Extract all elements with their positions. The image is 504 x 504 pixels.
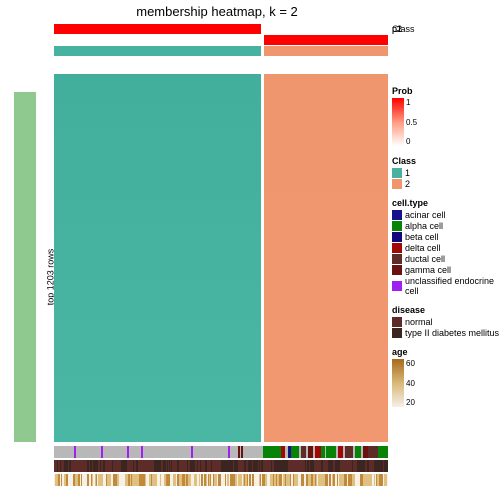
legend-disease-title: disease xyxy=(392,305,500,315)
disease-bar: disease xyxy=(54,460,388,472)
legend-item-delta: delta cell xyxy=(392,243,500,253)
class-bar: Class xyxy=(54,46,388,56)
prob-tick-05: 0.5 xyxy=(406,118,417,127)
celltype-bar: cell.type xyxy=(54,446,388,458)
p1-bar: p1 xyxy=(54,24,388,34)
legend-item-class2: 2 xyxy=(392,179,500,189)
legend-class: Class 12 xyxy=(392,156,500,190)
age-tick-20: 20 xyxy=(406,398,415,407)
class-bar-label: Class xyxy=(392,24,438,34)
legend-disease: disease normaltype II diabetes mellitus xyxy=(392,305,500,339)
age-tick-40: 40 xyxy=(406,379,415,388)
age-tick-60: 60 xyxy=(406,359,415,368)
legend-celltype: cell.type acinar cellalpha cellbeta cell… xyxy=(392,198,500,297)
legend-item-acinar: acinar cell xyxy=(392,210,500,220)
main-heatmap xyxy=(54,74,388,442)
legend-age: age 60 40 20 xyxy=(392,347,500,409)
legend-item-gamma: gamma cell xyxy=(392,265,500,275)
legend-age-title: age xyxy=(392,347,500,357)
age-gradient: 60 40 20 xyxy=(392,359,404,407)
legend-item-ductal: ductal cell xyxy=(392,254,500,264)
prob-tick-1: 1 xyxy=(406,98,417,107)
prob-gradient: 1 0.5 0 xyxy=(392,98,404,146)
top-annotation-bars: p1 p2 Class xyxy=(54,24,388,70)
legend-class-title: Class xyxy=(392,156,500,166)
p2-bar: p2 xyxy=(54,35,388,45)
legend-item-unclassified: unclassified endocrine cell xyxy=(392,276,500,296)
chart-title: membership heatmap, k = 2 xyxy=(50,4,384,19)
age-bar: age xyxy=(54,474,388,486)
legend-celltype-title: cell.type xyxy=(392,198,500,208)
legend-column: Prob 1 0.5 0 Class 12 cell.type acinar c… xyxy=(392,86,500,409)
prob-tick-0: 0 xyxy=(406,137,417,146)
legend-prob-title: Prob xyxy=(392,86,500,96)
row-annotation-bar xyxy=(14,92,36,442)
legend-item-class1: 1 xyxy=(392,168,500,178)
legend-item-beta: beta cell xyxy=(392,232,500,242)
legend-prob: Prob 1 0.5 0 xyxy=(392,86,500,148)
legend-item-alpha: alpha cell xyxy=(392,221,500,231)
bottom-annotation-bars: cell.type disease age xyxy=(54,446,388,494)
legend-item-t2dm: type II diabetes mellitus xyxy=(392,328,500,338)
legend-item-normal: normal xyxy=(392,317,500,327)
